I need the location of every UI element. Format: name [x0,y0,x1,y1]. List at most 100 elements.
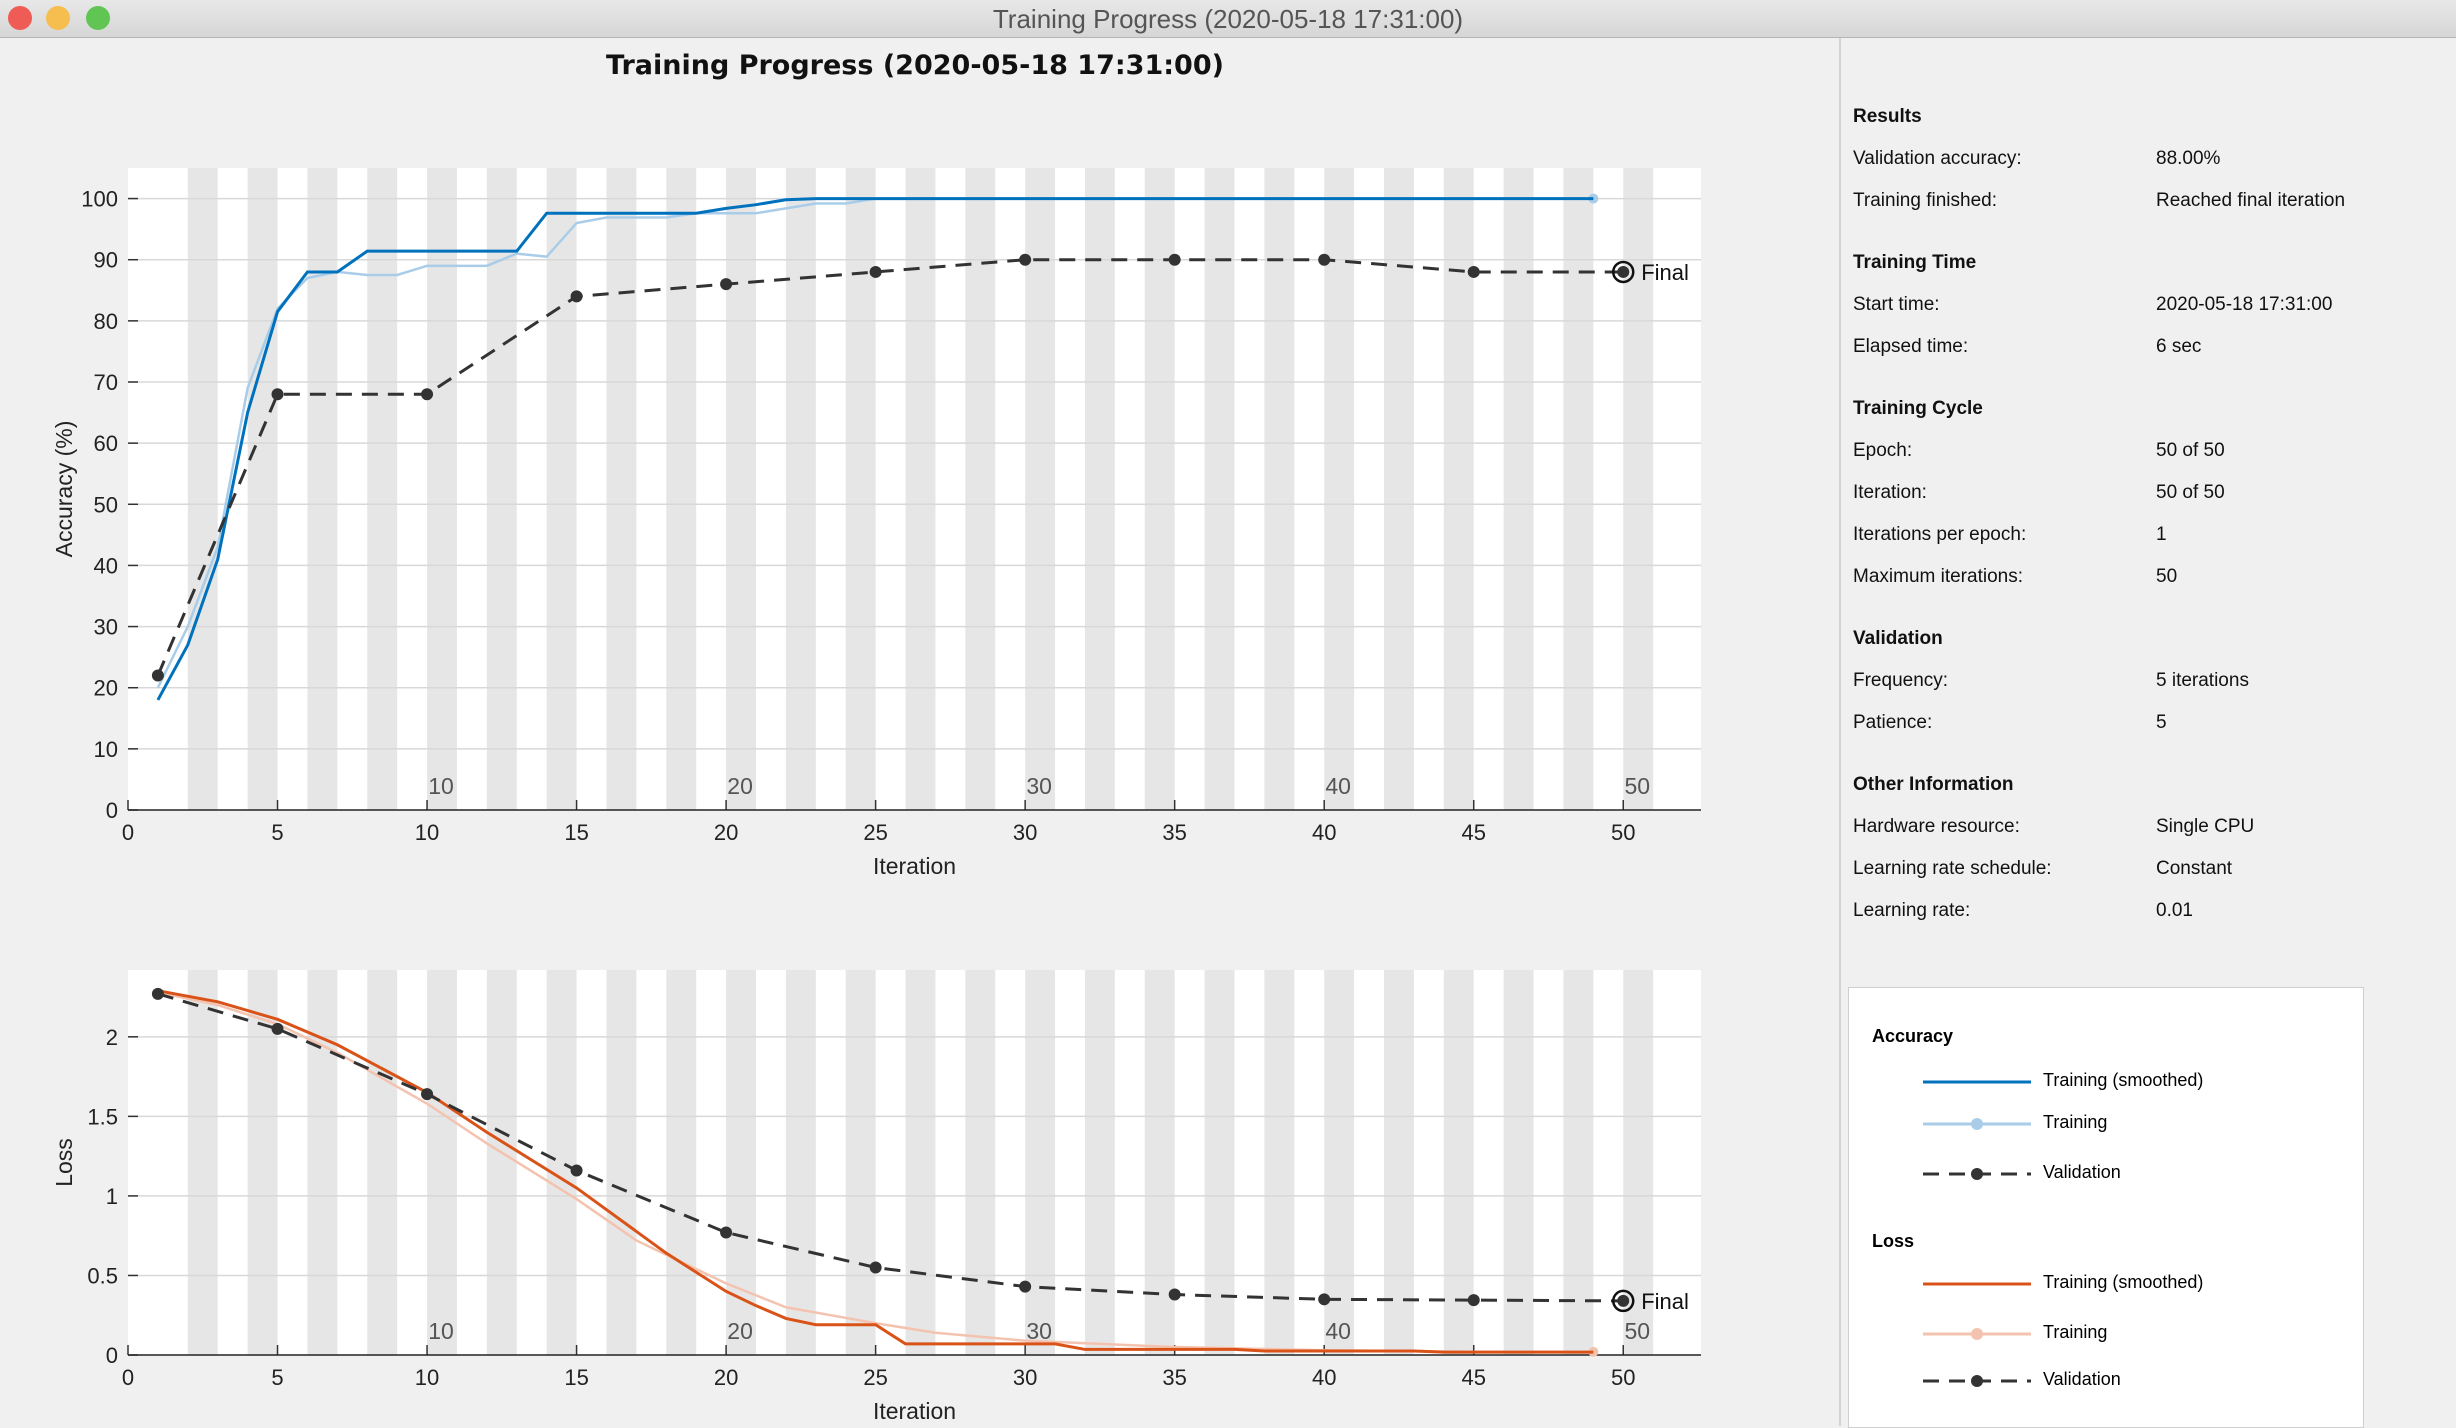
epoch-stripe [1204,168,1235,810]
info-value: 0.01 [2156,900,2193,921]
epoch-stripe [1503,970,1534,1355]
validation-point [1617,1294,1630,1307]
validation-point [720,278,733,291]
epoch-stripe [1084,970,1115,1355]
epoch-stripe [546,970,577,1355]
final-label: Final [1641,1289,1689,1314]
x-tick-label: 25 [863,820,887,845]
final-marker [1611,260,1635,284]
validation-point [570,290,583,303]
epoch-stripe [1563,168,1594,810]
validation-point [1318,1293,1331,1306]
training-smoothed-line [157,989,1594,1354]
y-tick-label: 100 [81,187,118,212]
legend-label: Training (smoothed) [2043,1070,2204,1090]
legend-item: Training (smoothed) [1923,1269,2363,1299]
y-tick-label: 60 [94,431,118,456]
validation-point [720,1226,733,1239]
validation-point [271,388,284,401]
y-tick-label: 0 [106,1343,118,1368]
legend-label: Training [2043,1322,2108,1342]
y-tick-label: 30 [94,615,118,640]
epoch-stripe [1264,168,1295,810]
x-tick-label: 20 [714,820,738,845]
legend-label: Training [2043,1112,2108,1132]
section-title: Other Information [1853,774,2014,795]
validation-point [1467,265,1480,278]
zoom-window-button[interactable] [86,6,110,30]
info-value: 88.00% [2156,148,2221,169]
y-tick-label: 0 [106,798,118,823]
info-row: Start time: 2020-05-18 17:31:00 [1853,294,2332,316]
epoch-stripe [1324,970,1355,1355]
epoch-stripe [187,168,218,810]
legend-label: Validation [2043,1162,2121,1182]
info-label: Epoch: [1853,440,1913,461]
info-row: Hardware resource: Single CPU [1853,816,2254,838]
info-row: Iteration: 50 of 50 [1853,482,2225,504]
epoch-label: 10 [428,773,454,799]
epoch-stripe [666,970,697,1355]
epoch-stripe [845,970,876,1355]
legend-swatch [1923,1080,2031,1084]
epoch-stripe [427,168,457,810]
x-axis-label: Iteration [873,853,956,879]
legend-swatch [1923,1168,2031,1180]
y-tick-label: 1 [106,1184,118,1209]
x-tick-label: 50 [1611,1365,1635,1390]
x-tick-label: 10 [415,820,439,845]
epoch-stripe [187,970,218,1355]
epoch-stripe [726,970,757,1355]
info-label: Start time: [1853,294,1940,315]
epoch-stripe [606,970,637,1355]
y-tick-label: 20 [94,676,118,701]
epoch-stripe [1324,168,1355,810]
section-title: Training Cycle [1853,398,1983,419]
final-label: Final [1641,260,1689,285]
epoch-label: 50 [1624,773,1650,799]
accuracy-chart: 0 10 20 30 40 50 60 70 80 90 100 0 5 10 15 20 25 30 35 40 45… [51,168,1701,879]
close-window-button[interactable] [8,6,32,30]
validation-point [271,1022,284,1035]
epoch-stripe [666,168,697,810]
minimize-window-button[interactable] [46,6,70,30]
validation-point [869,1261,882,1274]
x-tick-label: 25 [863,1365,887,1390]
epoch-stripe [726,168,757,810]
epoch-stripe [427,970,457,1355]
info-row: Learning rate: 0.01 [1853,900,2193,922]
y-tick-label: 90 [94,248,118,273]
info-row: Maximum iterations: 50 [1853,566,2177,588]
epoch-label: 40 [1325,773,1351,799]
x-tick-label: 15 [564,1365,588,1390]
section-title: Validation [1853,628,1943,649]
epoch-label: 20 [727,773,753,799]
info-value: 5 [2156,712,2167,733]
epoch-stripe [845,168,876,810]
epoch-stripe [606,168,637,810]
y-tick-label: 0.5 [87,1263,118,1288]
info-label: Iterations per epoch: [1853,524,2027,545]
y-axis-label: Loss [51,1138,77,1187]
validation-point [1019,253,1032,266]
epoch-stripe [1204,970,1235,1355]
epoch-stripe [785,970,816,1355]
legend: Accuracy Loss Training (smoothed) Trainin… [1848,987,2364,1428]
final-marker [1611,1289,1635,1313]
legend-label: Validation [2043,1369,2121,1389]
epoch-stripe [1443,970,1474,1355]
validation-point [1617,265,1630,278]
info-label: Elapsed time: [1853,336,1969,357]
epoch-stripe [1025,970,1056,1355]
epoch-stripe [247,970,278,1355]
info-value: Reached final iteration [2156,190,2346,211]
validation-point [570,1164,583,1177]
info-value: 1 [2156,524,2167,545]
epoch-stripe [486,970,517,1355]
info-value: 50 of 50 [2156,440,2225,461]
info-value: Single CPU [2156,816,2255,837]
info-value: 50 [2156,566,2178,587]
info-label: Maximum iterations: [1853,566,2023,587]
info-row: Iterations per epoch: 1 [1853,524,2167,546]
